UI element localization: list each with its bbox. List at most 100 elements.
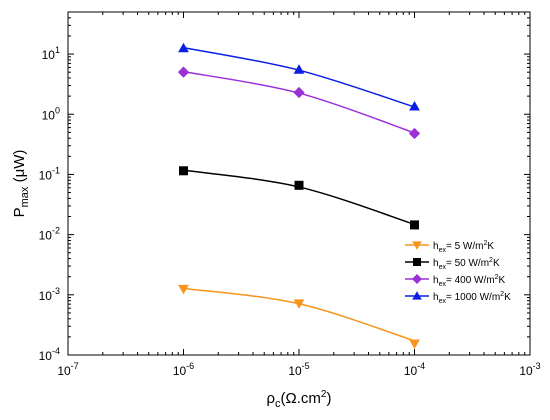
x-tick-label-base: 10 — [404, 364, 418, 378]
legend-label-subscript: ex — [439, 281, 447, 288]
x-axis-title-close: ) — [326, 390, 331, 407]
legend-label-symbol: h — [433, 258, 439, 269]
y-tick-label-base: 10 — [42, 108, 56, 122]
data-point — [293, 86, 305, 99]
x-tick-label: 10-5 — [288, 361, 309, 378]
x-tick-label-exponent: -6 — [186, 361, 194, 371]
y-tick-label-exponent: -1 — [52, 165, 60, 175]
y-tick-label-exponent: -2 — [52, 226, 60, 236]
fit-line — [183, 287, 415, 342]
tick-labels: 10-7 10-6 10-5 10-4 10-310-410-310-210-11001… — [39, 45, 541, 378]
legend-label-superscript: 2 — [489, 257, 493, 264]
legend-label: hex= 50 W/m2K — [433, 257, 500, 271]
data-point — [179, 166, 188, 176]
legend-marker — [412, 241, 422, 250]
y-tick-label-exponent: 0 — [55, 105, 60, 115]
legend-label: hex= 1000 W/m2K — [433, 291, 511, 305]
x-axis-title-unit: (Ω.cm — [281, 390, 321, 407]
series-layer — [177, 42, 421, 349]
x-tick-label-base: 10 — [173, 364, 187, 378]
y-axis-title: Pmax (μW) — [11, 150, 31, 218]
y-axis-title-subscript: max — [19, 186, 31, 207]
legend-label-superscript: 2 — [500, 291, 504, 298]
y-tick-label-base: 10 — [39, 168, 53, 182]
y-tick-label-base: 10 — [39, 229, 53, 243]
series-3 — [177, 66, 421, 140]
y-tick-label: 10-3 — [39, 286, 60, 303]
x-tick-label: 10-7 — [57, 361, 78, 378]
legend-label-superscript: 2 — [495, 274, 499, 281]
legend-label-value: = 400 W/m — [446, 275, 495, 286]
y-tick-label-base: 10 — [42, 48, 56, 62]
data-point — [293, 64, 305, 74]
x-tick-label: 10-6 — [173, 361, 194, 378]
legend-label-unit: K — [487, 241, 494, 252]
legend-label-unit: K — [504, 292, 511, 303]
series-2 — [179, 166, 419, 230]
x-tick-label-exponent: -3 — [533, 361, 541, 371]
legend-label-subscript: ex — [439, 298, 447, 305]
legend-label-unit: K — [499, 275, 506, 286]
data-point — [410, 220, 419, 230]
y-tick-label-exponent: -3 — [52, 286, 60, 296]
legend-entry-3: hex= 400 W/m2K — [405, 274, 506, 288]
y-tick-label: 10-4 — [39, 346, 60, 363]
y-tick-label: 10-2 — [39, 226, 60, 243]
axis-ticks — [67, 11, 531, 356]
legend-marker — [412, 291, 422, 300]
legend-label-superscript: 2 — [483, 240, 487, 247]
x-tick-label-base: 10 — [57, 364, 71, 378]
y-axis-title-unit: (μW) — [11, 150, 28, 187]
x-tick-label-base: 10 — [519, 364, 533, 378]
data-point — [408, 127, 421, 140]
legend-label-subscript: ex — [439, 264, 447, 271]
x-axis-title-subscript: c — [275, 398, 281, 410]
legend-label-unit: K — [493, 258, 500, 269]
x-tick-label-exponent: -5 — [302, 361, 310, 371]
y-tick-label: 10-1 — [39, 165, 60, 182]
x-axis-title-symbol: ρ — [267, 390, 276, 407]
legend-entry-2: hex= 50 W/m2K — [405, 257, 500, 271]
x-tick-label-exponent: -7 — [71, 361, 79, 371]
legend-label-value: = 5 W/m — [446, 241, 484, 252]
legend-label-value: = 50 W/m — [446, 258, 489, 269]
y-tick-label: 100 — [42, 105, 60, 122]
legend-label-symbol: h — [433, 275, 439, 286]
data-point — [178, 42, 189, 53]
y-tick-label-exponent: 1 — [55, 45, 60, 55]
data-point — [177, 66, 190, 78]
legend-label-symbol: h — [433, 241, 439, 252]
data-point — [409, 101, 420, 111]
x-tick-label-exponent: -4 — [417, 361, 425, 371]
y-tick-label-base: 10 — [39, 349, 53, 363]
series-4 — [178, 42, 420, 111]
legend-label-symbol: h — [433, 292, 439, 303]
data-point — [178, 284, 189, 295]
x-axis-title: ρc(Ω.cm2) — [267, 389, 332, 410]
legend-label-value: = 1000 W/m — [446, 292, 500, 303]
legend-entry-1: hex= 5 W/m2K — [405, 240, 494, 254]
legend-entry-4: hex= 1000 W/m2K — [405, 291, 511, 305]
data-point — [409, 339, 420, 349]
legend-label: hex= 400 W/m2K — [433, 274, 506, 288]
legend-label-subscript: ex — [439, 247, 447, 254]
y-tick-label-base: 10 — [39, 289, 53, 303]
data-point — [293, 299, 305, 309]
x-tick-label: 10-3 — [519, 361, 540, 378]
y-tick-label: 101 — [42, 45, 60, 62]
y-tick-label-exponent: -4 — [52, 346, 60, 356]
fit-line — [183, 169, 415, 226]
axis-titles: ρc(Ω.cm2) Pmax (μW) — [11, 150, 331, 410]
legend-marker — [412, 274, 422, 284]
x-axis-title-superscript: 2 — [321, 389, 327, 400]
y-axis-title-symbol: P — [11, 207, 28, 217]
fit-line — [183, 70, 415, 134]
x-tick-label: 10-4 — [404, 361, 425, 378]
data-point — [294, 180, 304, 190]
series-1 — [178, 284, 420, 349]
legend-label: hex= 5 W/m2K — [433, 240, 494, 254]
x-tick-label-base: 10 — [288, 364, 302, 378]
legend-marker — [413, 258, 421, 266]
